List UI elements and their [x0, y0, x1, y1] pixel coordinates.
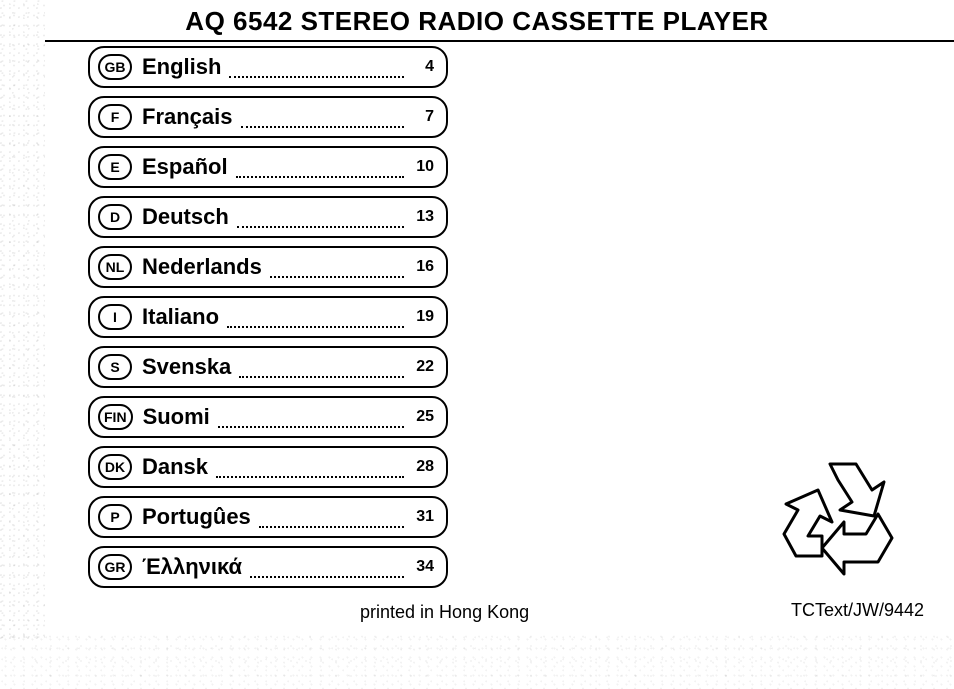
page-number: 7: [412, 108, 434, 126]
page-number: 31: [412, 508, 434, 526]
leader-dots: [236, 155, 404, 178]
language-name: Portugûes: [142, 504, 251, 530]
leader-dots: [227, 305, 404, 328]
title-underline: [45, 40, 954, 42]
country-code-badge: NL: [98, 254, 132, 280]
country-code-badge: D: [98, 204, 132, 230]
language-row: I Italiano 19: [88, 296, 448, 338]
language-list: GB English 4 F Français 7 E Español 10 D Deutsch 13…: [88, 46, 448, 596]
country-code-badge: GB: [98, 54, 132, 80]
printed-note: printed in Hong Kong: [360, 602, 529, 623]
language-name: Italiano: [142, 304, 219, 330]
language-row: S Svenska 22: [88, 346, 448, 388]
country-code-badge: FIN: [98, 404, 133, 430]
language-row: E Español 10: [88, 146, 448, 188]
language-name: Español: [142, 154, 228, 180]
leader-dots: [229, 55, 404, 78]
country-code-badge: E: [98, 154, 132, 180]
country-code-badge: DK: [98, 454, 132, 480]
language-row: GR Έλληνικά 34: [88, 546, 448, 588]
language-row: F Français 7: [88, 96, 448, 138]
country-code-badge: I: [98, 304, 132, 330]
country-code-badge: S: [98, 354, 132, 380]
language-name: English: [142, 54, 221, 80]
page-number: 28: [412, 458, 434, 476]
language-name: Français: [142, 104, 233, 130]
leader-dots: [259, 505, 404, 528]
page-number: 34: [412, 558, 434, 576]
page-number: 13: [412, 208, 434, 226]
language-name: Έλληνικά: [142, 554, 242, 580]
page-number: 25: [412, 408, 434, 426]
manual-contents-page: AQ 6542 STEREO RADIO CASSETTE PLAYER GB E…: [0, 0, 954, 689]
language-name: Suomi: [143, 404, 210, 430]
language-row: GB English 4: [88, 46, 448, 88]
language-name: Deutsch: [142, 204, 229, 230]
country-code-badge: P: [98, 504, 132, 530]
language-row: DK Dansk 28: [88, 446, 448, 488]
page-number: 10: [412, 158, 434, 176]
language-row: D Deutsch 13: [88, 196, 448, 238]
document-reference: TCText/JW/9442: [791, 600, 924, 621]
language-name: Nederlands: [142, 254, 262, 280]
page-title: AQ 6542 STEREO RADIO CASSETTE PLAYER: [0, 6, 954, 37]
leader-dots: [216, 455, 404, 478]
leader-dots: [241, 105, 405, 128]
scan-noise-bottom: [0, 634, 954, 689]
page-number: 4: [412, 58, 434, 76]
language-name: Dansk: [142, 454, 208, 480]
country-code-badge: GR: [98, 554, 132, 580]
language-name: Svenska: [142, 354, 231, 380]
language-row: P Portugûes 31: [88, 496, 448, 538]
leader-dots: [237, 205, 404, 228]
leader-dots: [239, 355, 404, 378]
scan-noise-left: [0, 0, 45, 640]
leader-dots: [250, 555, 404, 578]
country-code-badge: F: [98, 104, 132, 130]
language-row: FIN Suomi 25: [88, 396, 448, 438]
leader-dots: [218, 405, 404, 428]
language-row: NL Nederlands 16: [88, 246, 448, 288]
page-number: 16: [412, 258, 434, 276]
page-number: 22: [412, 358, 434, 376]
page-number: 19: [412, 308, 434, 326]
recycle-icon: [778, 456, 898, 576]
leader-dots: [270, 255, 404, 278]
